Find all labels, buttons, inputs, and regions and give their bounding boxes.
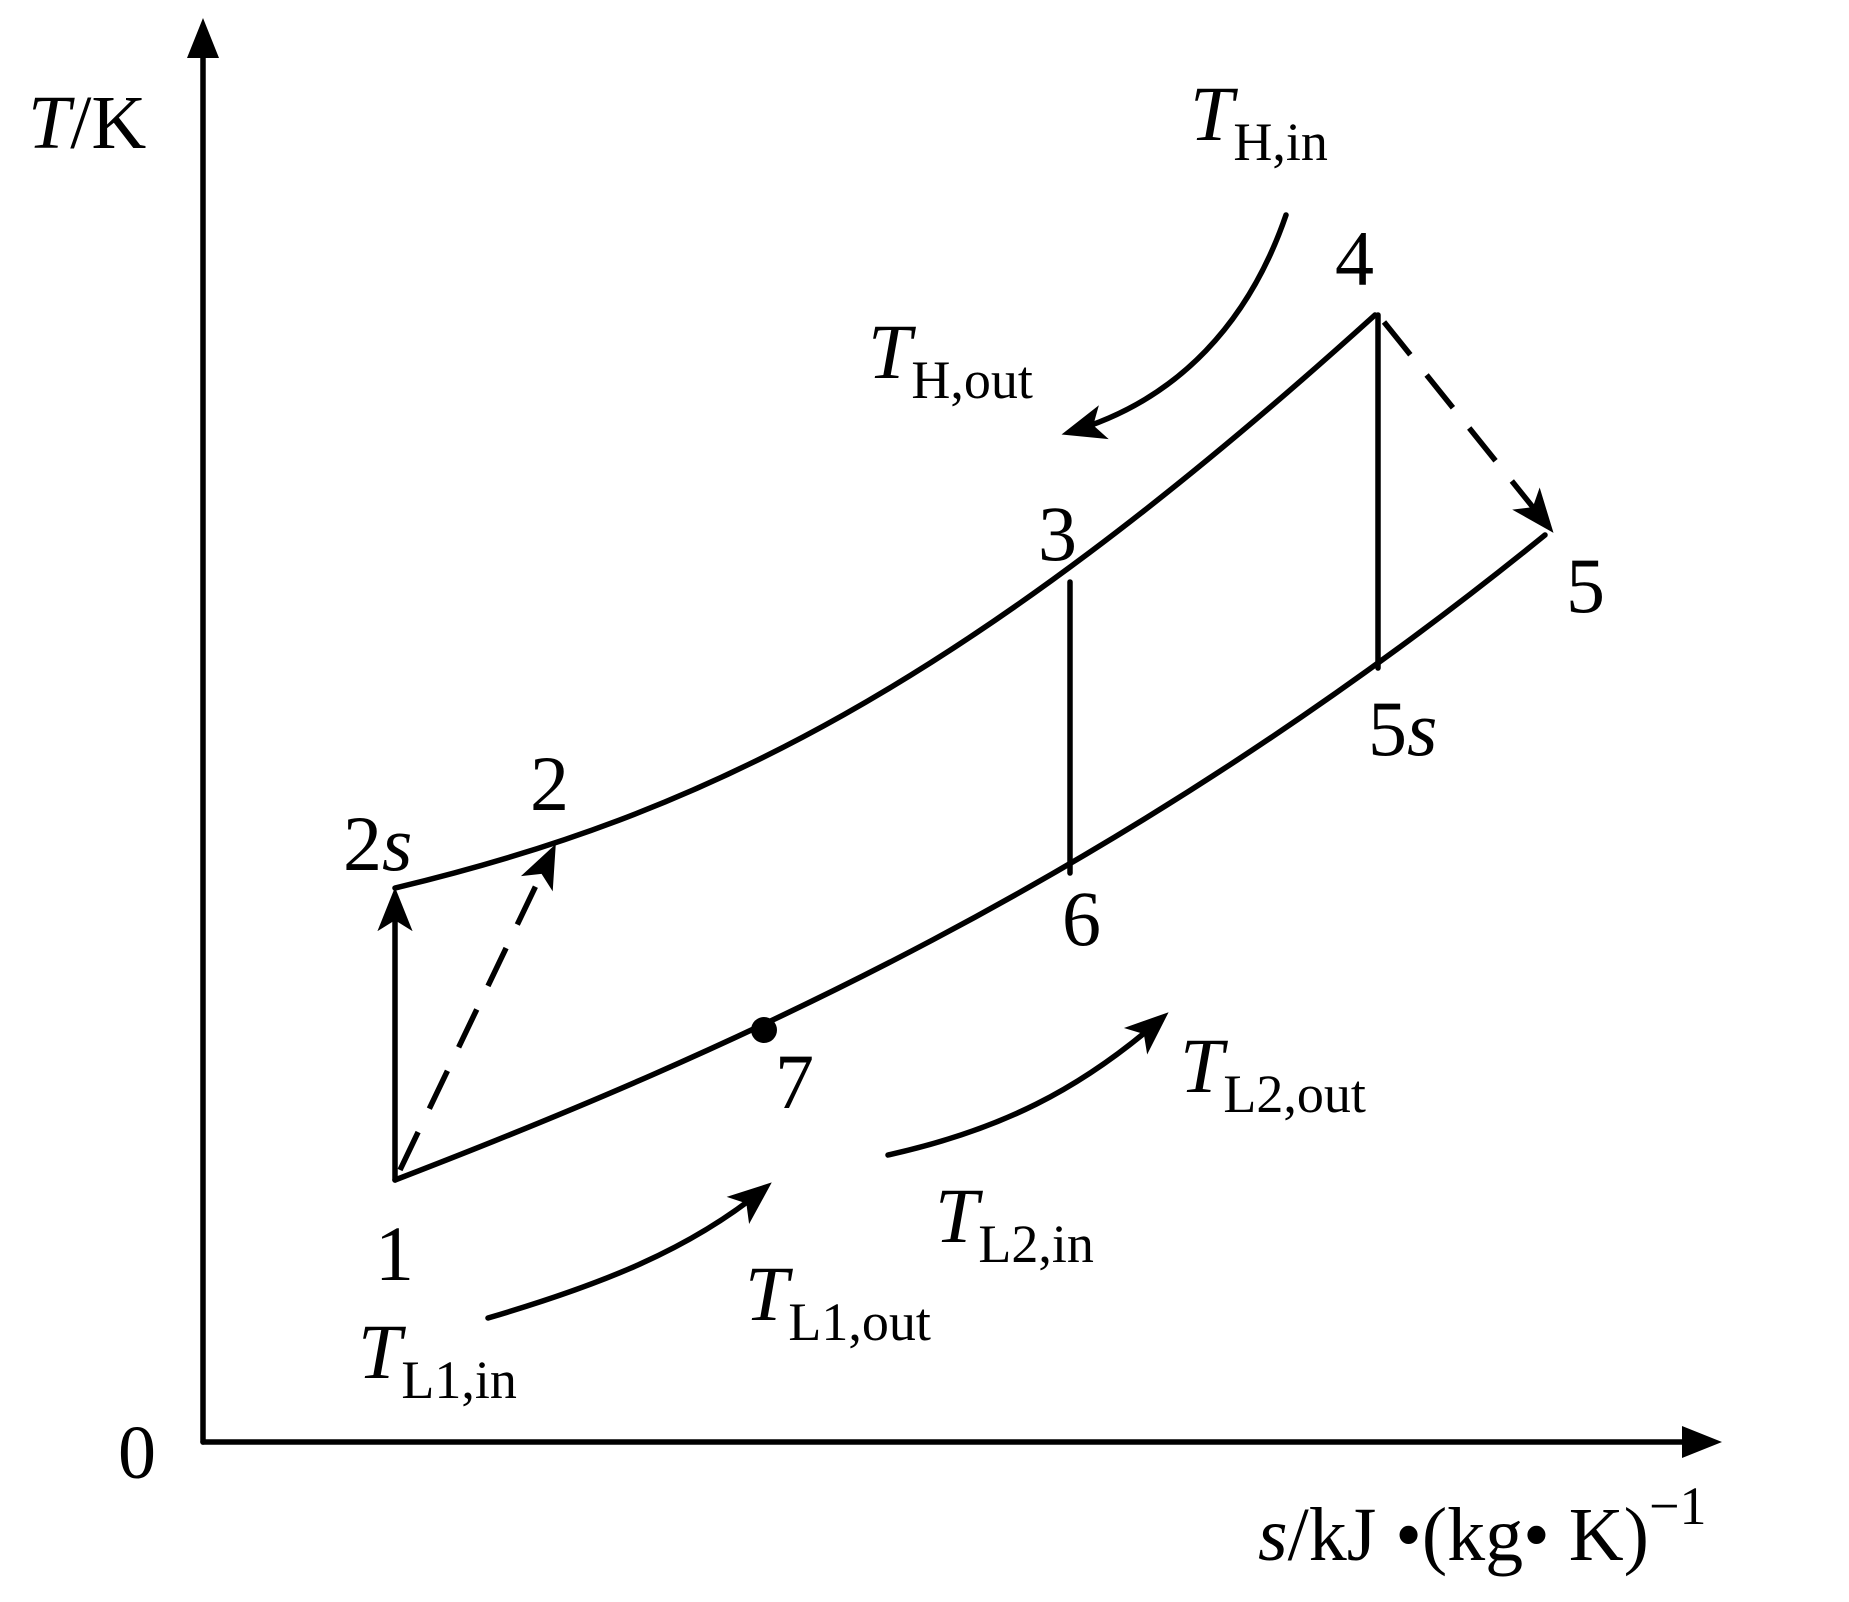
T-H-out-label: TH,out: [868, 308, 1033, 410]
hot-stream-arrow: [1061, 212, 1289, 440]
state-labels: 1 2s 2 3 4 5 5s 6 7: [343, 215, 1605, 1297]
actual-expansion-4-5: [1381, 320, 1554, 533]
point-6-label: 6: [1062, 875, 1101, 962]
actual-compression-1-2: [397, 844, 556, 1172]
point-2s-label: 2s: [343, 800, 412, 887]
point-7-label: 7: [775, 1038, 814, 1125]
x-axis-arrowhead: [1682, 1426, 1722, 1458]
state-point-7-marker: [751, 1017, 777, 1043]
y-axis-arrowhead: [187, 18, 219, 58]
stream-arrows: [485, 212, 1289, 1321]
point-5-label: 5: [1566, 542, 1605, 629]
T-H-in-label: TH,in: [1190, 70, 1328, 172]
cold-stream-2-arrow: [885, 1012, 1169, 1158]
cold-stream-1-arrow: [485, 1182, 772, 1321]
origin-label: 0: [118, 1411, 156, 1495]
stream-labels: TH,in TH,out TL1,in TL1,out TL2,in TL2,o…: [358, 70, 1366, 1410]
point-3-label: 3: [1038, 490, 1077, 577]
point-4-label: 4: [1335, 215, 1374, 302]
point-1-label: 1: [375, 1210, 414, 1297]
T-L1-in-label: TL1,in: [358, 1308, 517, 1410]
cycle: [377, 312, 1554, 1183]
y-axis-label: T/K: [28, 81, 146, 165]
T-L1-out-label: TL1,out: [745, 1250, 931, 1352]
point-2-label: 2: [530, 740, 569, 827]
axes: [187, 18, 1722, 1458]
lower-isobar: [392, 532, 1548, 1183]
x-axis-label: s/kJ •(kg• K)−1: [1258, 1476, 1706, 1577]
point-5s-label: 5s: [1368, 685, 1437, 772]
T-L2-in-label: TL2,in: [935, 1172, 1094, 1274]
T-L2-out-label: TL2,out: [1180, 1022, 1366, 1124]
